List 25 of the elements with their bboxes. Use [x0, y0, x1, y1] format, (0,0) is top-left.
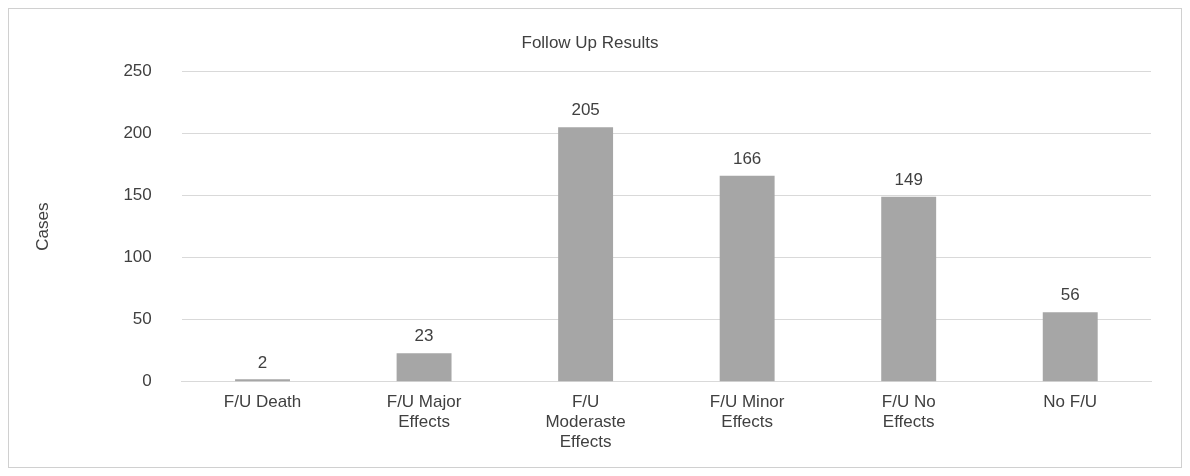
bar [1042, 312, 1098, 382]
data-label: 56 [1060, 285, 1080, 305]
data-label: 2 [257, 352, 268, 372]
y-tick-label: 100 [123, 247, 152, 267]
x-tick-label: F/U No Effects [881, 391, 936, 432]
bar [881, 196, 937, 382]
x-tick-label: F/U Moderaste Effects [545, 391, 626, 452]
data-label: 205 [571, 100, 600, 120]
data-label: 149 [894, 169, 923, 189]
bar [719, 175, 775, 382]
x-tick-label: F/U Major Effects [386, 391, 462, 432]
x-tick-label: F/U Death [223, 391, 302, 411]
y-tick-label: 0 [142, 371, 152, 391]
y-axis-title: Cases [32, 202, 52, 251]
bar [558, 127, 614, 382]
chart-title: Follow Up Results [521, 32, 659, 52]
y-tick-label: 150 [123, 185, 152, 205]
y-tick-label: 250 [123, 61, 152, 81]
data-label: 23 [414, 326, 434, 346]
x-tick-label: No F/U [1043, 391, 1098, 411]
x-tick-label: F/U Minor Effects [709, 391, 785, 432]
data-label: 166 [732, 148, 762, 168]
y-tick-label: 200 [123, 123, 152, 143]
bar [396, 353, 452, 382]
y-tick-label: 50 [132, 309, 152, 329]
